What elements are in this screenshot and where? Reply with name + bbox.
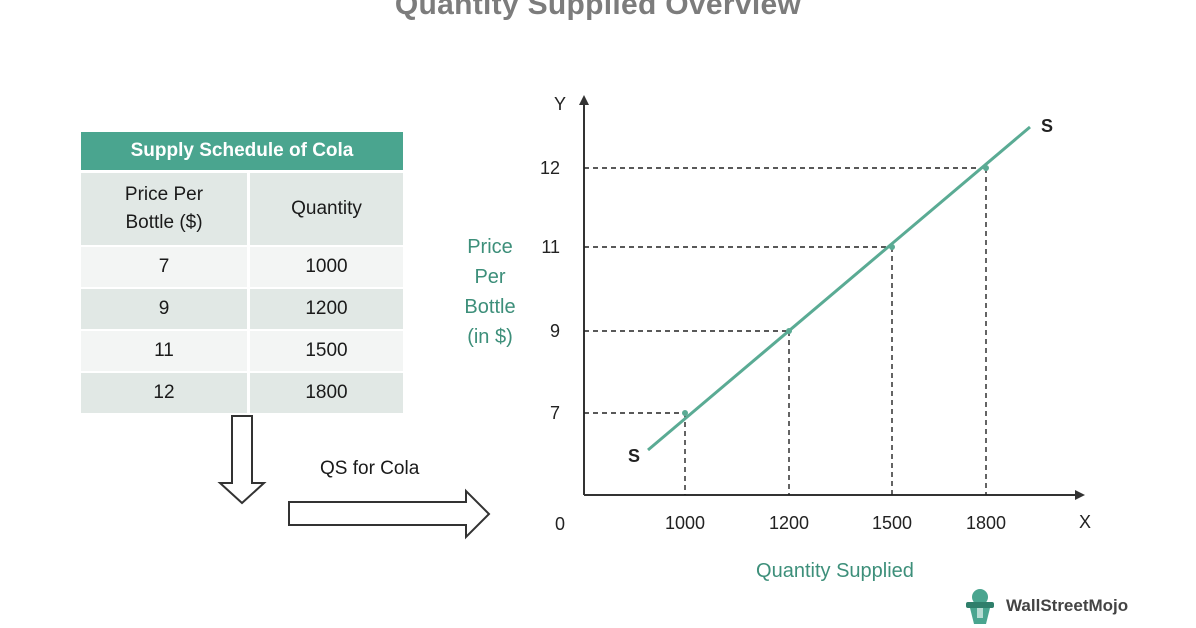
price-cell: 7 [81, 245, 250, 288]
y-tick-label: 9 [550, 321, 560, 341]
arrow-label: QS for Cola [320, 458, 420, 479]
x-axis-title: Quantity Supplied [756, 560, 914, 582]
supply-chart: Y X 0 1000 7 1200 9 1500 11 1800 12 S S Price Per Bottl… [464, 94, 1091, 582]
x-axis-letter: X [1079, 512, 1091, 532]
x-tick-label: 1000 [665, 513, 705, 533]
right-arrow-icon [288, 488, 491, 540]
y-tick-label: 12 [540, 158, 560, 178]
table-row: 9 1200 [81, 287, 403, 330]
table-caption: Supply Schedule of Cola [81, 132, 403, 172]
y-axis-title-line: Per [474, 266, 505, 288]
supply-line [647, 125, 1031, 452]
x-tick-label: 1500 [872, 513, 912, 533]
supply-schedule-table: Supply Schedule of Cola Price Per Bottle… [81, 132, 403, 413]
x-axis-arrowhead [1075, 490, 1085, 500]
x-tick-label: 1200 [769, 513, 809, 533]
y-axis-arrowhead [579, 95, 589, 105]
table-row: 12 1800 [81, 371, 403, 413]
quantity-cell: 1000 [248, 245, 403, 288]
table-row: 11 1500 [81, 329, 403, 372]
down-arrow-icon [217, 415, 267, 505]
quantity-cell: 1800 [248, 371, 403, 413]
column-header-quantity: Quantity [248, 170, 403, 246]
price-cell: 11 [81, 329, 250, 372]
origin-label: 0 [555, 514, 565, 534]
y-tick-label: 11 [541, 237, 560, 257]
table-row: 7 1000 [81, 245, 403, 288]
quantity-cell: 1500 [248, 329, 403, 372]
y-axis-letter: Y [554, 94, 566, 114]
curve-label-start: S [628, 446, 640, 466]
x-tick-label: 1800 [966, 513, 1006, 533]
data-point [682, 410, 688, 416]
price-cell: 9 [81, 287, 250, 330]
quantity-cell: 1200 [248, 287, 403, 330]
brand-logo: WallStreetMojo [960, 586, 1128, 626]
curve-label-end: S [1041, 116, 1053, 136]
logo-text: WallStreetMojo [1006, 596, 1129, 615]
mascot-icon [966, 589, 994, 624]
y-tick-label: 7 [550, 403, 560, 423]
y-axis-title-line: (in $) [467, 326, 513, 348]
page-title: Quantity Supplied Overview [394, 0, 802, 21]
y-axis-title-line: Bottle [464, 296, 515, 318]
price-cell: 12 [81, 371, 250, 413]
y-axis-title-line: Price [467, 236, 513, 258]
column-header-price-text: Price Per Bottle ($) [124, 183, 204, 234]
column-header-price: Price Per Bottle ($) [81, 170, 250, 246]
